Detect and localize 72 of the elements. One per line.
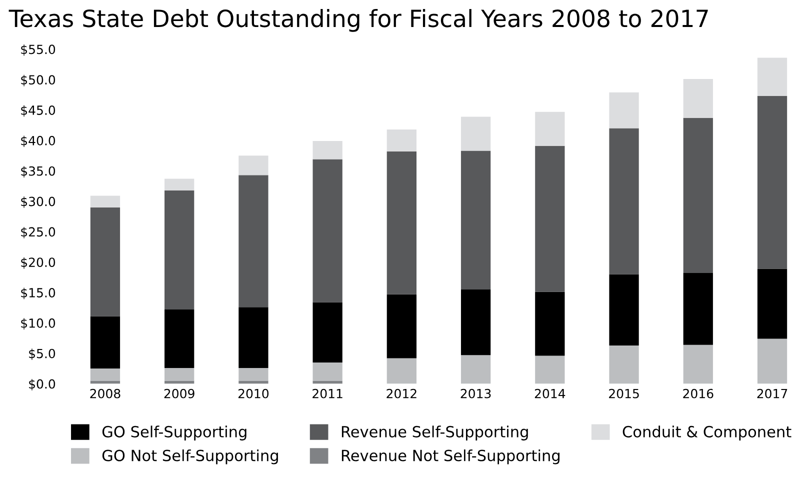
x-tick-label: 2012 <box>386 388 416 398</box>
bar <box>312 362 342 381</box>
bar <box>90 368 120 381</box>
bar <box>312 159 342 302</box>
y-tick-label: $45.0 <box>21 105 56 117</box>
legend-label: Revenue Self-Supporting <box>342 426 528 440</box>
bar <box>609 92 639 128</box>
y-tick-label: $25.0 <box>21 226 56 238</box>
bar <box>460 150 491 290</box>
bar <box>535 146 565 292</box>
bar <box>535 292 565 356</box>
y-tick-label: $5.0 <box>29 348 56 360</box>
legend-label: GO Not Self-Supporting <box>102 449 278 464</box>
bar <box>757 58 788 96</box>
bar <box>164 190 194 310</box>
bar <box>164 368 194 381</box>
bar <box>683 118 713 274</box>
bar <box>238 368 268 381</box>
bar <box>90 316 120 369</box>
bar <box>683 273 713 345</box>
bar <box>609 274 639 346</box>
x-tick-label: 2016 <box>683 388 714 398</box>
x-tick-label: 2015 <box>609 388 639 398</box>
bar <box>238 380 268 384</box>
y-tick-label: $50.0 <box>21 74 56 86</box>
legend-label: Conduit & Component <box>622 426 792 440</box>
y-tick-label: $10.0 <box>21 318 56 330</box>
bar <box>757 338 788 384</box>
bar <box>164 310 194 368</box>
bar <box>164 178 194 190</box>
y-tick-label: $55.0 <box>21 44 56 56</box>
x-tick-label: 2009 <box>164 388 194 398</box>
bar <box>460 355 491 384</box>
legend-label: GO Self-Supporting <box>102 426 246 440</box>
bar <box>164 380 194 384</box>
bar <box>90 196 120 208</box>
x-tick-label: 2011 <box>312 388 342 398</box>
bar <box>757 268 788 339</box>
bar <box>535 112 565 146</box>
y-tick-label: $0.0 <box>29 379 56 390</box>
bar <box>238 175 268 308</box>
y-tick-label: $20.0 <box>21 257 56 269</box>
legend-label: Revenue Not Self-Supporting <box>342 449 560 464</box>
bar <box>683 79 713 118</box>
bar <box>460 116 491 151</box>
bar <box>386 358 416 384</box>
y-tick-label: $30.0 <box>21 196 56 208</box>
bar <box>609 345 639 384</box>
chart-title: Texas State Debt Outstanding for Fiscal Years 2008 to 2017 <box>8 9 708 32</box>
bar <box>90 380 120 384</box>
bar <box>609 128 639 274</box>
bar <box>386 129 416 152</box>
x-tick-label: 2013 <box>460 388 491 398</box>
bar <box>90 207 120 316</box>
x-tick-label: 2008 <box>90 388 120 398</box>
bar <box>312 141 342 160</box>
bar <box>386 151 416 294</box>
bar <box>386 294 416 358</box>
bar <box>238 156 268 176</box>
y-tick-label: $15.0 <box>21 288 56 300</box>
bar <box>535 356 565 384</box>
bar <box>683 344 713 384</box>
x-tick-label: 2014 <box>534 388 566 398</box>
bar <box>312 380 342 384</box>
bar <box>757 96 788 269</box>
y-tick-label: $40.0 <box>21 136 56 148</box>
x-tick-label: 2017 <box>757 388 788 398</box>
bar <box>460 289 491 356</box>
x-tick-label: 2010 <box>238 388 269 398</box>
bar <box>312 302 342 362</box>
y-tick-label: $35.0 <box>21 166 56 178</box>
bar <box>238 307 268 368</box>
